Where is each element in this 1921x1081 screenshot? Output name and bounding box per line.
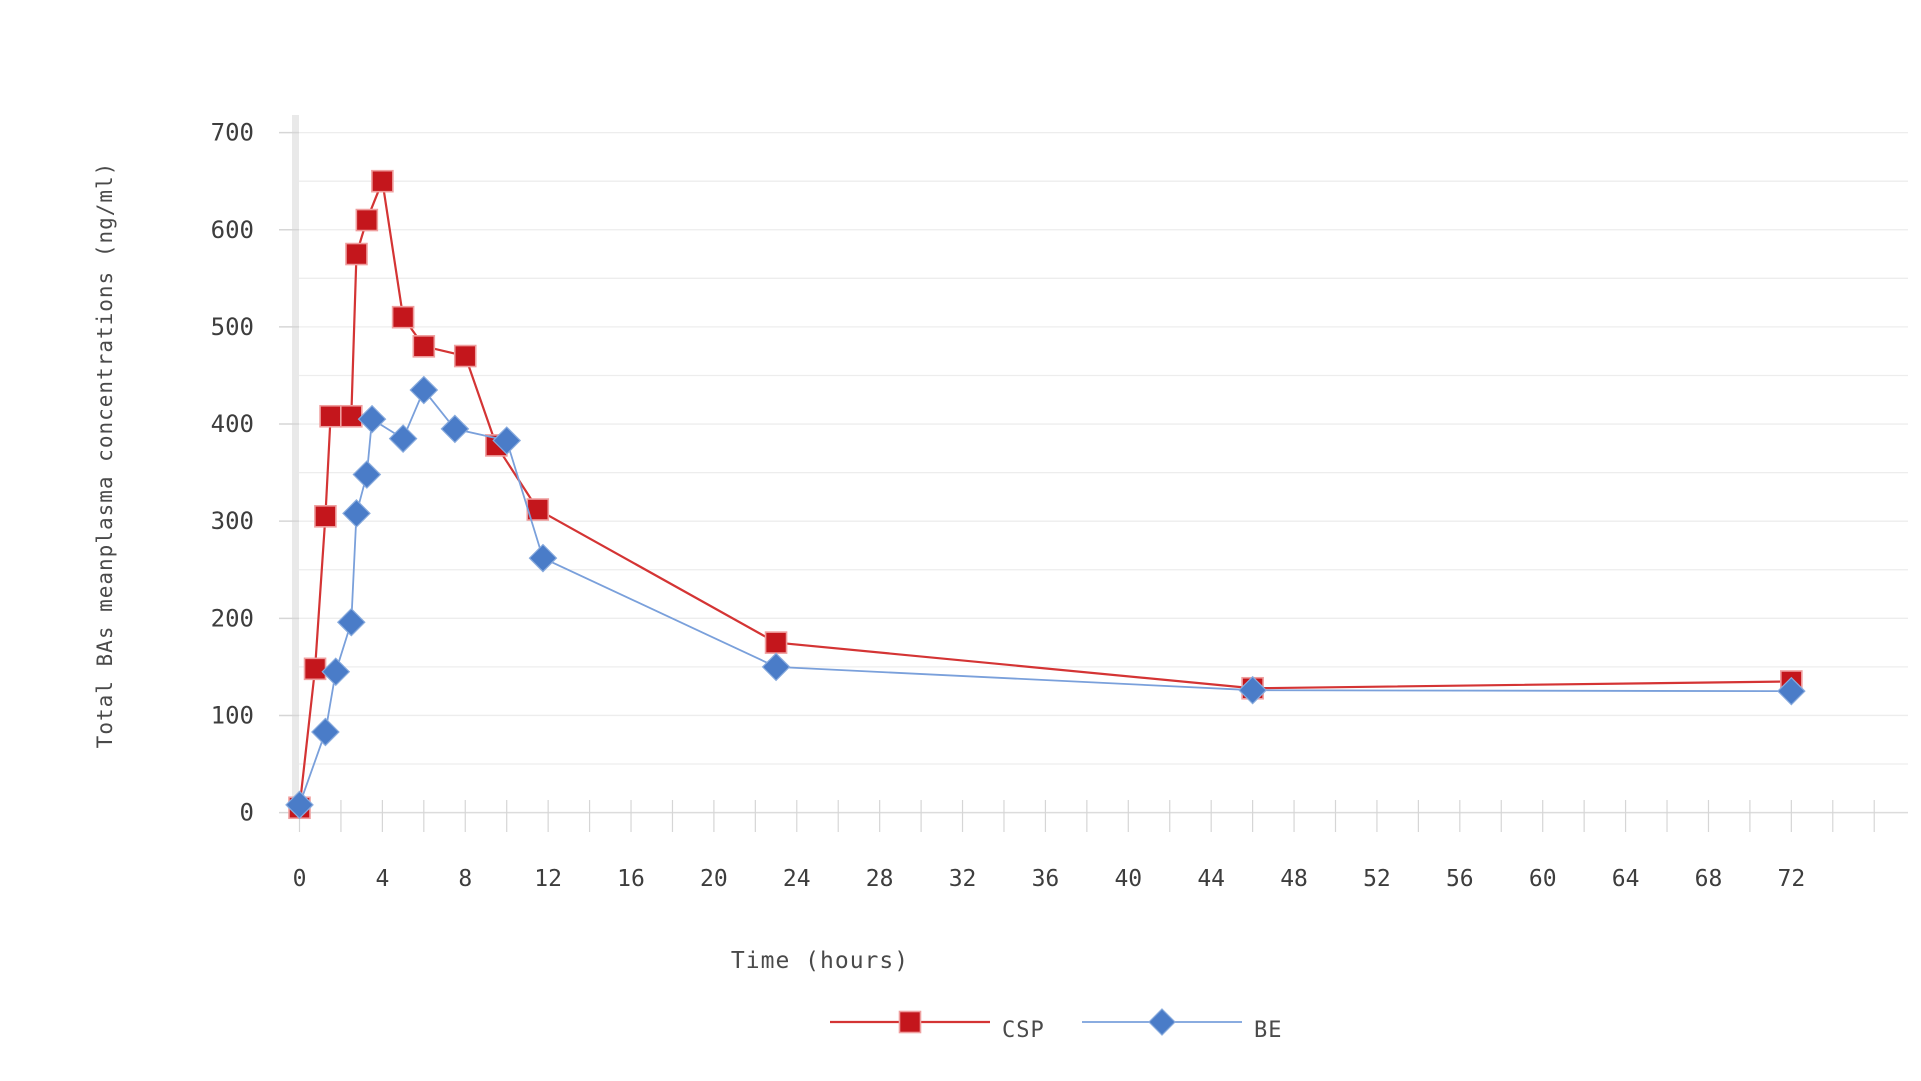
be-point (352, 460, 382, 489)
csp-point (371, 169, 394, 193)
be-point (440, 414, 470, 444)
x-tick-label: 60 (1529, 866, 1557, 892)
csp-point (319, 404, 342, 428)
y-tick-label: 100 (211, 701, 254, 729)
csp-point (314, 505, 337, 528)
y-axis: 0 100 200 300 400 500 600 700 (211, 115, 299, 827)
legend-label-csp: CSP (1002, 1018, 1045, 1043)
x-tick-label: 20 (700, 866, 728, 892)
csp-point (412, 335, 436, 358)
x-tick-label: 44 (1197, 866, 1225, 892)
y-tick-label: 500 (211, 313, 254, 341)
x-tick-label: 52 (1363, 866, 1391, 892)
x-tick-label: 56 (1446, 866, 1474, 892)
csp-point (453, 344, 477, 368)
legend-glyphs (830, 1008, 1242, 1036)
x-tick-label: 64 (1612, 866, 1640, 892)
gridlines (299, 131, 1908, 765)
csp-point (339, 404, 363, 428)
y-axis-bar (292, 115, 299, 813)
x-tick-label: 4 (375, 866, 389, 892)
be-line (298, 388, 1792, 806)
be-point (492, 426, 522, 455)
series-be (285, 375, 1806, 820)
x-axis: 0 4 8 12 16 20 24 28 32 36 40 44 48 52 56 60 64 68 72 (292, 800, 1908, 892)
csp-point (764, 631, 788, 654)
x-tick-label: 40 (1114, 866, 1142, 892)
legend-be-marker (1148, 1008, 1176, 1036)
y-tick-label: 400 (211, 410, 254, 438)
be-point (1776, 676, 1806, 706)
x-tick-label: 12 (534, 866, 562, 892)
series-csp (288, 169, 1803, 820)
x-tick-label: 8 (458, 866, 472, 892)
csp-point (391, 305, 415, 329)
be-point (528, 543, 558, 573)
be-point (357, 404, 387, 434)
csp-point (355, 208, 379, 232)
y-tick-label: 700 (211, 119, 254, 147)
be-point (336, 607, 366, 637)
legend-csp-marker (898, 1010, 922, 1034)
x-tick-label: 24 (783, 866, 811, 892)
x-tick-label: 0 (293, 866, 307, 892)
y-tick-label: 300 (211, 507, 254, 535)
x-tick-label: 72 (1777, 866, 1805, 892)
csp-point (303, 657, 327, 681)
x-tick-label: 32 (949, 866, 977, 892)
be-point (285, 790, 314, 820)
be-point (342, 499, 371, 528)
csp-line (298, 177, 1792, 808)
x-tick-label: 16 (617, 866, 645, 892)
be-point (1238, 675, 1267, 705)
y-tick-label: 0 (240, 799, 254, 827)
x-tick-label: 48 (1280, 866, 1308, 892)
y-tick-label: 600 (211, 216, 254, 244)
y-axis-title: Total BAs meanplasma concentrations (ng/… (93, 161, 117, 749)
csp-point (345, 242, 368, 266)
legend: CSP BE (0, 1008, 1921, 1048)
be-point (409, 375, 439, 405)
be-point (321, 657, 351, 687)
x-tick-label: 28 (866, 866, 894, 892)
x-tick-label: 36 (1032, 866, 1060, 892)
be-point (311, 717, 340, 747)
y-tick-label: 200 (211, 604, 254, 632)
x-tick-label: 68 (1695, 866, 1723, 892)
legend-label-be: BE (1254, 1018, 1283, 1043)
be-point (388, 424, 418, 453)
x-axis-title: Time (hours) (730, 948, 910, 974)
be-point (761, 652, 791, 682)
